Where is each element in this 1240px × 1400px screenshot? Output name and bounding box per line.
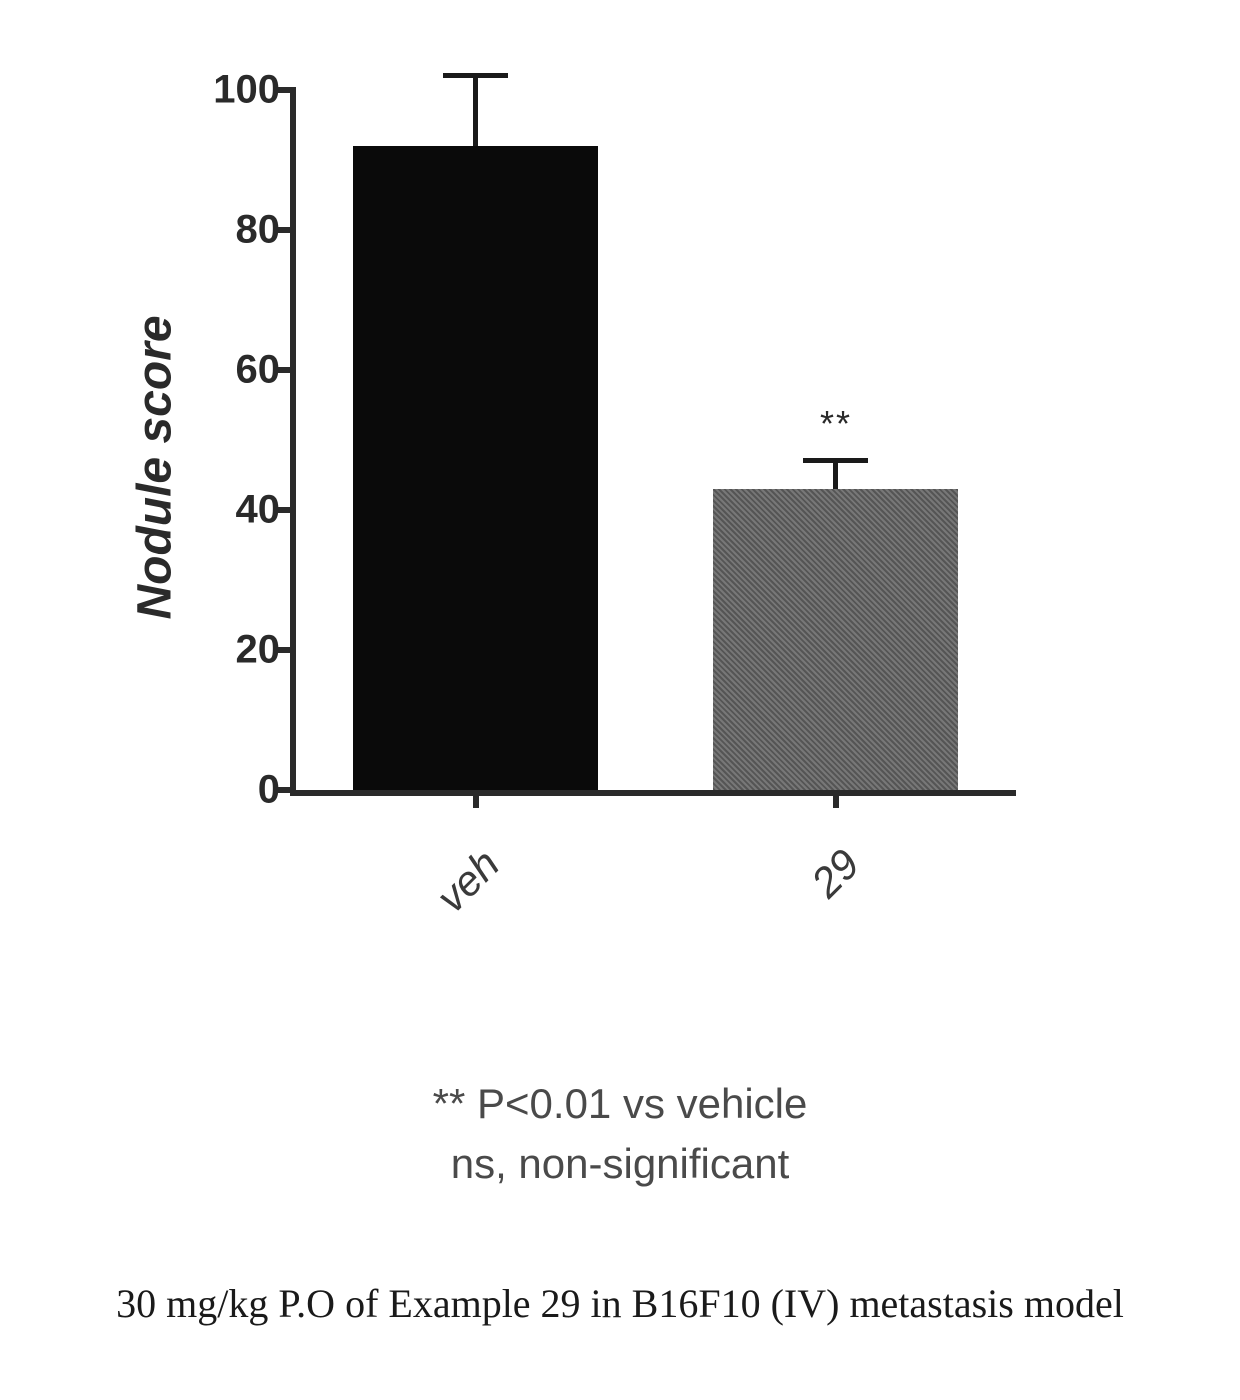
x-tick-label-veh: veh — [404, 840, 509, 945]
bar-veh — [353, 146, 598, 790]
y-tick — [278, 87, 296, 93]
error-bar-stem — [473, 76, 478, 146]
y-tick-label: 0 — [258, 768, 280, 813]
bar-29 — [713, 489, 958, 790]
y-tick — [278, 647, 296, 653]
x-tick — [833, 790, 839, 808]
error-bar-cap — [803, 458, 868, 463]
y-axis-label: Nodule score — [128, 315, 183, 619]
y-tick-label: 20 — [236, 628, 281, 673]
y-tick-label: 60 — [236, 348, 281, 393]
y-tick-label: 80 — [236, 208, 281, 253]
footnote-line1: ** P<0.01 vs vehicle — [0, 1080, 1240, 1128]
bar-chart: Nodule score ** 0 20 40 60 80 100 veh 29 — [120, 70, 1020, 970]
error-bar-cap — [443, 73, 508, 78]
x-tick — [473, 790, 479, 808]
x-tick-label-29: 29 — [771, 840, 869, 938]
y-tick-label: 100 — [213, 68, 280, 113]
y-tick — [278, 367, 296, 373]
y-tick — [278, 787, 296, 793]
significance-label: ** — [820, 403, 852, 445]
y-tick — [278, 507, 296, 513]
footnote-line2: ns, non-significant — [0, 1140, 1240, 1188]
error-bar-stem — [833, 461, 838, 489]
y-tick — [278, 227, 296, 233]
y-tick-label: 40 — [236, 488, 281, 533]
figure-caption: 30 mg/kg P.O of Example 29 in B16F10 (IV… — [0, 1280, 1240, 1327]
plot-area: ** — [290, 90, 1016, 796]
